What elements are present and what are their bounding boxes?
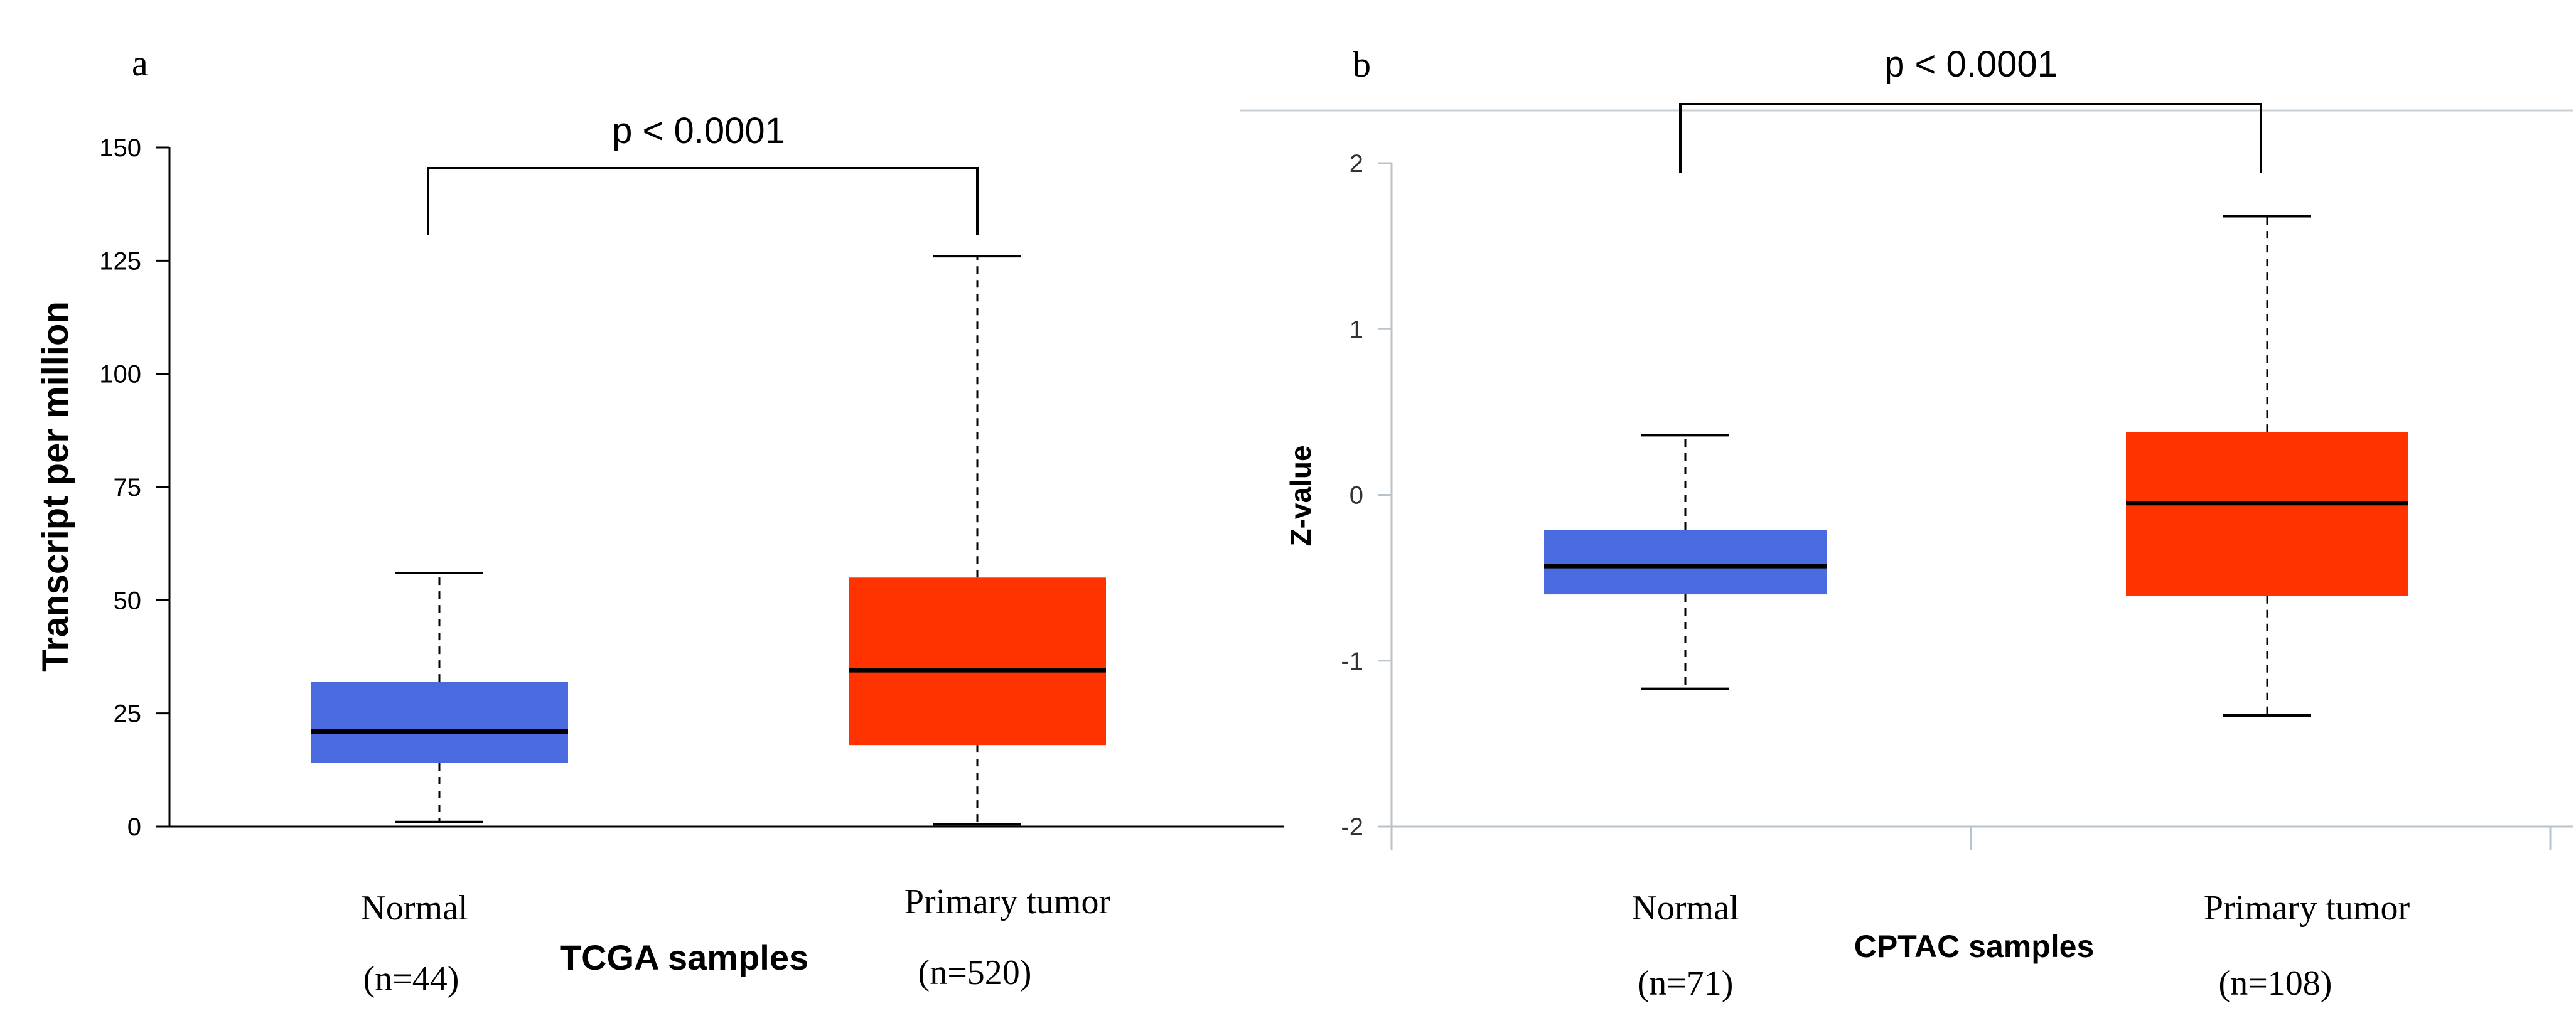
panel-b-category-normal: Normal (1631, 889, 1739, 928)
panel-a-y-ticks: 0 25 50 75 100 125 150 (99, 134, 169, 841)
y-tick-label: 100 (99, 361, 141, 388)
panel-a-significance-bracket: p < 0.0001 (427, 110, 979, 235)
y-tick-label: 50 (114, 587, 142, 614)
panel-b-xlabel: CPTAC samples (1854, 929, 2095, 964)
panel-b-category-tumor: Primary tumor (2204, 889, 2410, 928)
panel-b-significance-bracket: p < 0.0001 (1679, 44, 2262, 173)
panel-b-box-tumor (2126, 215, 2408, 717)
panel-a-significance-label: p < 0.0001 (612, 110, 785, 151)
y-tick-label: 75 (114, 474, 142, 501)
box-iqr (849, 577, 1106, 746)
panel-a-n-tumor: (n=520) (918, 953, 1032, 992)
panel-a-category-tumor: Primary tumor (904, 882, 1111, 921)
panel-a-xlabel: TCGA samples (560, 938, 808, 977)
y-tick-label: 2 (1350, 150, 1363, 178)
y-tick-label: 0 (127, 813, 141, 841)
panel-a-box-normal (311, 572, 568, 823)
panel-b-y-ticks: -2 -1 0 1 2 (1341, 150, 1392, 841)
y-tick-label: -2 (1341, 813, 1363, 841)
panel-b-label: b (1353, 44, 1371, 85)
y-tick-label: 25 (114, 700, 142, 728)
y-tick-label: 125 (99, 247, 141, 275)
panel-a-label: a (132, 43, 148, 83)
panel-a-n-normal: (n=44) (363, 960, 459, 999)
y-tick-label: 150 (99, 134, 141, 162)
box-iqr (311, 682, 568, 764)
y-tick-label: -1 (1341, 648, 1363, 675)
panel-a-category-normal: Normal (360, 889, 468, 928)
y-tick-label: 0 (1350, 482, 1363, 510)
panel-b-significance-label: p < 0.0001 (1884, 44, 2058, 85)
panel-a-ylabel: Transcript per million (35, 301, 76, 672)
panel-b-n-normal: (n=71) (1638, 964, 1734, 1003)
y-tick-label: 1 (1350, 316, 1363, 343)
box-iqr (1544, 529, 1827, 595)
box-iqr (2126, 432, 2408, 596)
panel-b-n-tumor: (n=108) (2219, 964, 2332, 1003)
panel-b-box-normal (1544, 434, 1827, 690)
panel-a-box-tumor (849, 255, 1106, 826)
panel-b-ylabel: Z-value (1284, 445, 1317, 546)
panel-a: a Transcript per million 0 25 50 75 100 125 15… (35, 43, 1284, 999)
